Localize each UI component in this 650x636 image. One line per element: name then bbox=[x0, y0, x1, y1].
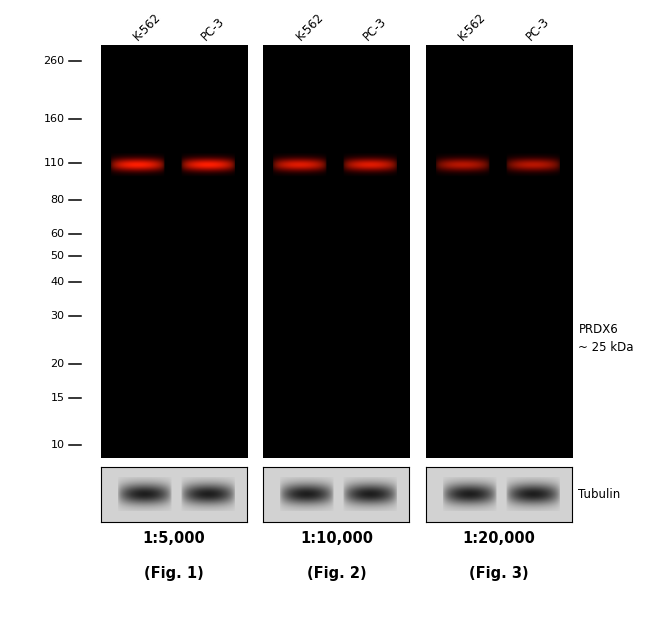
Text: PC-3: PC-3 bbox=[198, 15, 227, 43]
Text: 260: 260 bbox=[44, 57, 64, 66]
Text: 30: 30 bbox=[51, 311, 64, 321]
Text: 15: 15 bbox=[51, 392, 64, 403]
Text: PRDX6: PRDX6 bbox=[578, 323, 618, 336]
Text: ~ 25 kDa: ~ 25 kDa bbox=[578, 340, 634, 354]
Text: 20: 20 bbox=[50, 359, 64, 369]
Text: PC-3: PC-3 bbox=[523, 15, 552, 43]
Text: 1:20,000: 1:20,000 bbox=[462, 531, 536, 546]
Text: 40: 40 bbox=[50, 277, 64, 287]
Text: PC-3: PC-3 bbox=[361, 15, 389, 43]
Text: Tubulin: Tubulin bbox=[578, 488, 621, 501]
Text: (Fig. 2): (Fig. 2) bbox=[307, 566, 366, 581]
Text: (Fig. 3): (Fig. 3) bbox=[469, 566, 528, 581]
Text: 110: 110 bbox=[44, 158, 64, 168]
Text: 160: 160 bbox=[44, 114, 64, 123]
Text: 50: 50 bbox=[51, 251, 64, 261]
Text: 10: 10 bbox=[51, 441, 64, 450]
Text: 60: 60 bbox=[51, 229, 64, 239]
Text: 1:5,000: 1:5,000 bbox=[142, 531, 205, 546]
Text: K-562: K-562 bbox=[456, 11, 489, 43]
Text: K-562: K-562 bbox=[131, 11, 164, 43]
Text: 80: 80 bbox=[50, 195, 64, 205]
Text: (Fig. 1): (Fig. 1) bbox=[144, 566, 203, 581]
Text: 1:10,000: 1:10,000 bbox=[300, 531, 373, 546]
Text: K-562: K-562 bbox=[294, 11, 326, 43]
